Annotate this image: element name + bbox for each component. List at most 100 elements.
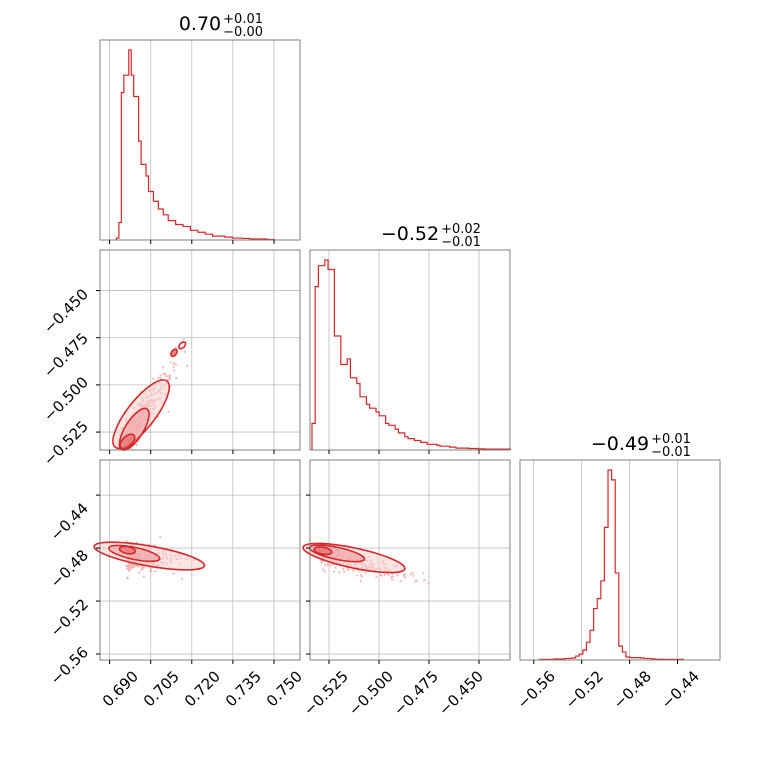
scatter-point bbox=[126, 565, 129, 568]
density-panel-param-0-vs-1: −0.450 −0.475 −0.500 −0.525 bbox=[40, 249, 301, 469]
scatter-point bbox=[169, 361, 172, 364]
scatter-point bbox=[164, 374, 168, 378]
scatter-point bbox=[162, 372, 165, 376]
scatter-point bbox=[334, 566, 337, 569]
title-param-0: 0.70 bbox=[179, 13, 221, 35]
histogram-panel-param-1: −0.52 +0.02 −0.01 bbox=[309, 222, 511, 454]
scatter-point bbox=[159, 374, 162, 377]
scatter-point bbox=[326, 563, 329, 566]
title-param-0-upper: +0.01 bbox=[223, 12, 263, 27]
scatter-point bbox=[329, 564, 332, 567]
scatter-point bbox=[183, 350, 186, 353]
scatter-point bbox=[333, 570, 336, 573]
title-param-1-lower: −0.01 bbox=[441, 235, 481, 250]
scatter-point bbox=[132, 564, 135, 567]
histogram-step bbox=[311, 259, 511, 450]
x-tick-label: −0.500 bbox=[345, 667, 397, 719]
panel-frame bbox=[519, 459, 721, 661]
contour-inner bbox=[118, 545, 137, 555]
scatter-point bbox=[356, 574, 359, 577]
scatter-point bbox=[127, 567, 130, 570]
scatter-point bbox=[390, 576, 393, 579]
scatter-point bbox=[172, 369, 176, 372]
scatter-point bbox=[409, 573, 412, 576]
scatter-point bbox=[359, 579, 363, 582]
x-tick-label: −0.44 bbox=[658, 667, 703, 712]
scatter-point bbox=[127, 562, 130, 565]
scatter-point bbox=[364, 571, 368, 574]
density-contours bbox=[93, 541, 206, 571]
tick-marks bbox=[328, 450, 480, 454]
grid-lines bbox=[328, 250, 480, 450]
scatter-point bbox=[422, 572, 425, 575]
scatter-point bbox=[150, 567, 153, 570]
scatter-point bbox=[396, 574, 399, 577]
panel-frame bbox=[99, 459, 301, 661]
scatter-point bbox=[135, 443, 138, 446]
x-tick-label: 0.720 bbox=[181, 667, 224, 710]
tick-marks bbox=[96, 494, 275, 664]
scatter-point bbox=[167, 410, 170, 413]
density-panel-param-1-vs-2: −0.525 −0.500 −0.475 −0.450 bbox=[300, 459, 511, 719]
scatter-point bbox=[127, 569, 131, 572]
scatter-point bbox=[412, 574, 415, 577]
scatter-point bbox=[387, 573, 390, 577]
grid-lines bbox=[109, 40, 275, 240]
scatter-point bbox=[138, 571, 141, 574]
scatter-point bbox=[172, 572, 175, 575]
tick-marks bbox=[96, 290, 275, 454]
scatter-point bbox=[360, 575, 363, 578]
histogram-bars bbox=[539, 469, 685, 661]
x-tick-label: 0.750 bbox=[263, 667, 306, 710]
histogram-panel-param-2: −0.49 +0.01 −0.01 −0.56 −0.52 −0.48 −0.4… bbox=[514, 432, 721, 713]
scatter-point bbox=[186, 364, 189, 368]
y-tick-labels: −0.450 −0.475 −0.500 −0.525 bbox=[40, 285, 92, 469]
scatter-point bbox=[342, 567, 345, 571]
scatter-point bbox=[168, 376, 172, 379]
scatter-point bbox=[175, 376, 178, 380]
histogram-step bbox=[539, 469, 685, 661]
panel-frame bbox=[309, 249, 511, 451]
scatter-point bbox=[150, 569, 153, 573]
y-tick-label: −0.525 bbox=[40, 417, 92, 469]
title-param-2: −0.49 bbox=[591, 433, 649, 455]
scatter-point bbox=[383, 573, 387, 576]
histogram-bars bbox=[311, 259, 511, 450]
y-tick-label: −0.44 bbox=[47, 499, 92, 544]
scatter-point bbox=[323, 563, 326, 567]
x-tick-label: 0.735 bbox=[222, 667, 265, 710]
scatter-point bbox=[163, 372, 167, 375]
panel-frame bbox=[309, 459, 511, 661]
title-param-2-lower: −0.01 bbox=[651, 445, 691, 460]
scatter-point bbox=[141, 566, 144, 569]
x-tick-label: −0.52 bbox=[562, 667, 607, 712]
x-tick-label: −0.450 bbox=[435, 667, 487, 719]
y-tick-label: −0.52 bbox=[47, 595, 92, 640]
scatter-point bbox=[152, 377, 155, 380]
scatter-point bbox=[154, 570, 157, 573]
scatter-point bbox=[141, 568, 144, 571]
histogram-step bbox=[115, 49, 275, 241]
scatter-point bbox=[323, 570, 326, 573]
x-tick-label: −0.475 bbox=[390, 667, 442, 719]
scatter-point bbox=[182, 337, 185, 340]
panel-frame bbox=[99, 39, 301, 241]
contour-island bbox=[178, 341, 187, 350]
density-contours bbox=[302, 542, 406, 574]
scatter-point bbox=[404, 576, 407, 579]
scatter-point bbox=[427, 582, 431, 585]
scatter-point bbox=[342, 570, 346, 573]
scatter-point bbox=[157, 376, 160, 380]
scatter-point bbox=[322, 568, 325, 571]
panel-frame bbox=[99, 249, 301, 451]
x-tick-label: −0.525 bbox=[300, 667, 352, 719]
x-tick-labels: −0.56 −0.52 −0.48 −0.44 bbox=[514, 667, 703, 712]
histogram-panel-param-0: 0.70 +0.01 −0.00 bbox=[99, 12, 301, 244]
scatter-point bbox=[126, 576, 129, 579]
y-tick-label: −0.475 bbox=[40, 329, 92, 381]
scatter-point bbox=[129, 564, 133, 567]
tick-marks bbox=[306, 494, 480, 664]
x-tick-label: −0.48 bbox=[610, 667, 655, 712]
scatter-point bbox=[167, 375, 170, 378]
